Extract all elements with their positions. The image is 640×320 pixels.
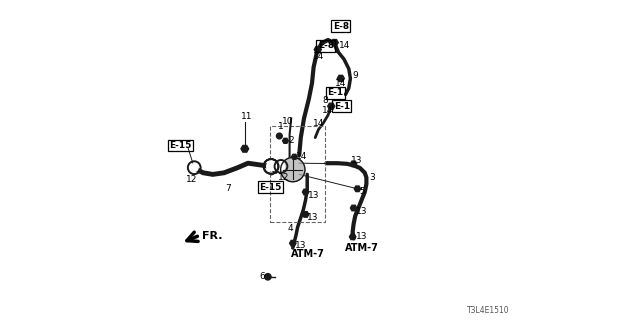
Circle shape bbox=[191, 164, 198, 172]
Text: 2: 2 bbox=[288, 136, 294, 145]
Circle shape bbox=[267, 162, 275, 171]
Polygon shape bbox=[328, 103, 335, 109]
Text: 13: 13 bbox=[351, 156, 362, 164]
Text: 14: 14 bbox=[339, 41, 350, 50]
Text: 11: 11 bbox=[241, 112, 252, 121]
Polygon shape bbox=[314, 46, 321, 53]
Text: 13: 13 bbox=[307, 213, 319, 222]
Text: E-1: E-1 bbox=[327, 88, 344, 97]
Text: 6: 6 bbox=[260, 272, 266, 281]
Text: ATM-7: ATM-7 bbox=[345, 243, 379, 253]
Polygon shape bbox=[337, 75, 344, 82]
Text: 12: 12 bbox=[186, 175, 198, 184]
Circle shape bbox=[276, 133, 282, 139]
Polygon shape bbox=[351, 205, 357, 211]
Circle shape bbox=[267, 162, 275, 171]
Text: E-8: E-8 bbox=[317, 41, 334, 50]
Text: E-1: E-1 bbox=[333, 102, 350, 111]
Text: 4: 4 bbox=[288, 224, 294, 233]
Text: 14: 14 bbox=[335, 79, 347, 88]
Text: E-15: E-15 bbox=[170, 141, 192, 150]
Text: 3: 3 bbox=[370, 173, 375, 182]
Text: 7: 7 bbox=[226, 184, 231, 193]
Text: 10: 10 bbox=[282, 117, 294, 126]
Polygon shape bbox=[332, 39, 339, 46]
Text: 8: 8 bbox=[323, 96, 328, 105]
Polygon shape bbox=[290, 240, 296, 246]
Circle shape bbox=[280, 157, 305, 182]
Text: 13: 13 bbox=[308, 191, 319, 200]
Circle shape bbox=[265, 274, 271, 280]
Polygon shape bbox=[302, 189, 309, 195]
Polygon shape bbox=[283, 138, 288, 143]
Polygon shape bbox=[302, 212, 309, 217]
Text: 9: 9 bbox=[352, 71, 358, 80]
Text: E-15: E-15 bbox=[259, 183, 282, 192]
Circle shape bbox=[277, 163, 285, 170]
Text: 13: 13 bbox=[295, 241, 307, 250]
Text: 14: 14 bbox=[322, 106, 333, 115]
Text: 13: 13 bbox=[356, 207, 367, 216]
Bar bbox=[270, 126, 325, 222]
Text: 1: 1 bbox=[278, 122, 284, 131]
Polygon shape bbox=[241, 146, 249, 152]
Text: E-8: E-8 bbox=[333, 22, 349, 31]
Text: 14: 14 bbox=[296, 152, 307, 161]
Polygon shape bbox=[349, 234, 356, 240]
Text: 14: 14 bbox=[313, 52, 324, 60]
Text: 14: 14 bbox=[313, 119, 324, 128]
Polygon shape bbox=[292, 154, 297, 159]
Polygon shape bbox=[351, 161, 357, 167]
Text: T3L4E1510: T3L4E1510 bbox=[467, 306, 510, 315]
Text: ATM-7: ATM-7 bbox=[291, 249, 325, 260]
Text: 12: 12 bbox=[278, 173, 290, 182]
Polygon shape bbox=[355, 186, 361, 192]
Text: 5: 5 bbox=[359, 188, 365, 196]
Text: 13: 13 bbox=[356, 232, 367, 241]
Text: FR.: FR. bbox=[202, 231, 222, 241]
